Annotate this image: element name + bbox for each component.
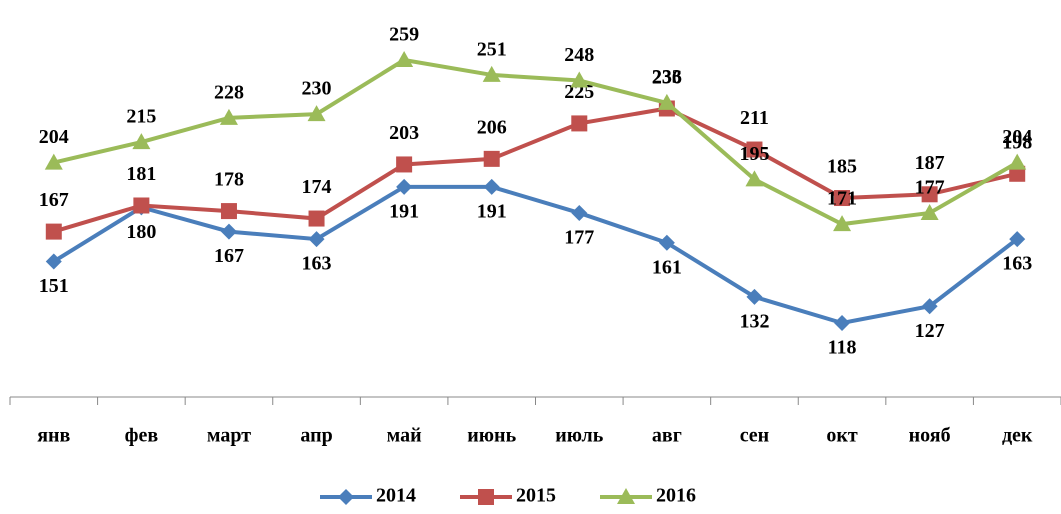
marker [478,489,494,505]
marker [483,178,500,195]
marker [920,203,939,220]
marker [307,105,326,122]
x-tick-label: март [207,425,251,447]
x-tick-label: июнь [467,425,516,447]
x-tick-label: май [387,425,422,447]
marker [834,315,851,331]
x-tick-label: сен [740,425,770,447]
marker [396,156,413,173]
x-tick-label: окт [826,425,858,447]
data-label: 185 [827,156,857,178]
marker [483,150,500,167]
x-tick-label: апр [300,425,332,447]
data-label: 236 [652,66,682,88]
legend-label: 2015 [516,485,556,507]
data-label: 248 [564,44,594,66]
data-label: 178 [214,169,244,191]
data-label: 167 [214,245,244,267]
marker [1009,165,1026,182]
data-label: 195 [739,143,769,165]
marker [220,203,237,220]
data-label: 211 [740,107,769,129]
x-tick-label: июль [555,425,604,447]
series-line [52,184,1019,326]
marker [570,71,589,88]
series: 204 215 228 230 259 251 248 236 195 171 177 204 [39,24,1032,232]
data-label: 251 [477,39,507,61]
marker [45,223,62,240]
marker [833,215,852,232]
data-label: 228 [214,81,244,103]
data-label: 204 [39,126,69,148]
data-label: 206 [477,116,507,138]
data-label: 215 [126,106,156,128]
marker [219,108,238,125]
x-tick-label: янв [37,425,70,447]
data-label: 151 [39,275,69,297]
data-label: 233 [652,66,682,88]
marker [396,178,413,195]
marker [617,488,635,504]
marker [921,298,938,315]
data-label: 161 [652,256,682,278]
data-label: 203 [389,122,419,144]
x-tick-label: фев [125,425,159,447]
series-line [53,57,1019,227]
marker [1009,231,1026,248]
data-label: 187 [915,152,945,174]
data-label: 163 [1002,253,1032,275]
marker [482,65,501,82]
marker [658,234,675,251]
marker [571,115,588,132]
marker [45,253,62,270]
legend-label: 2014 [376,485,416,507]
data-label: 177 [915,177,945,199]
data-label: 171 [827,188,857,210]
x-tick-label: дек [1002,425,1033,447]
marker [1008,153,1027,170]
marker [395,51,414,67]
marker [133,197,150,214]
data-label: 180 [126,221,156,243]
legend-label: 2016 [656,485,696,507]
marker [746,141,763,158]
marker [308,210,325,227]
marker [746,288,763,305]
data-label: 191 [477,200,507,222]
marker [921,186,938,203]
data-label: 118 [828,337,857,359]
data-label: 127 [915,320,945,342]
data-label: 132 [739,310,769,332]
marker [571,204,588,221]
marker [745,170,764,187]
marker [220,223,237,240]
data-label: 204 [1002,126,1032,148]
marker [834,190,851,207]
data-label: 230 [302,78,332,100]
x-tick-label: авг [652,425,682,447]
series: 151 180 167 163 191 191 177 161 132 118 127 163 [39,178,1032,359]
data-label: 163 [302,253,332,275]
marker [338,489,354,505]
x-tick-label: нояб [909,425,951,447]
marker [132,133,151,150]
data-label: 177 [564,227,594,249]
data-label: 259 [389,24,419,46]
marker [308,231,325,248]
data-label: 174 [302,176,332,198]
series-line [53,106,1018,234]
marker [657,93,676,110]
data-label: 167 [39,189,69,211]
data-label: 198 [1002,131,1032,153]
data-label: 191 [389,200,419,222]
data-label: 181 [126,163,156,185]
marker [44,153,63,170]
